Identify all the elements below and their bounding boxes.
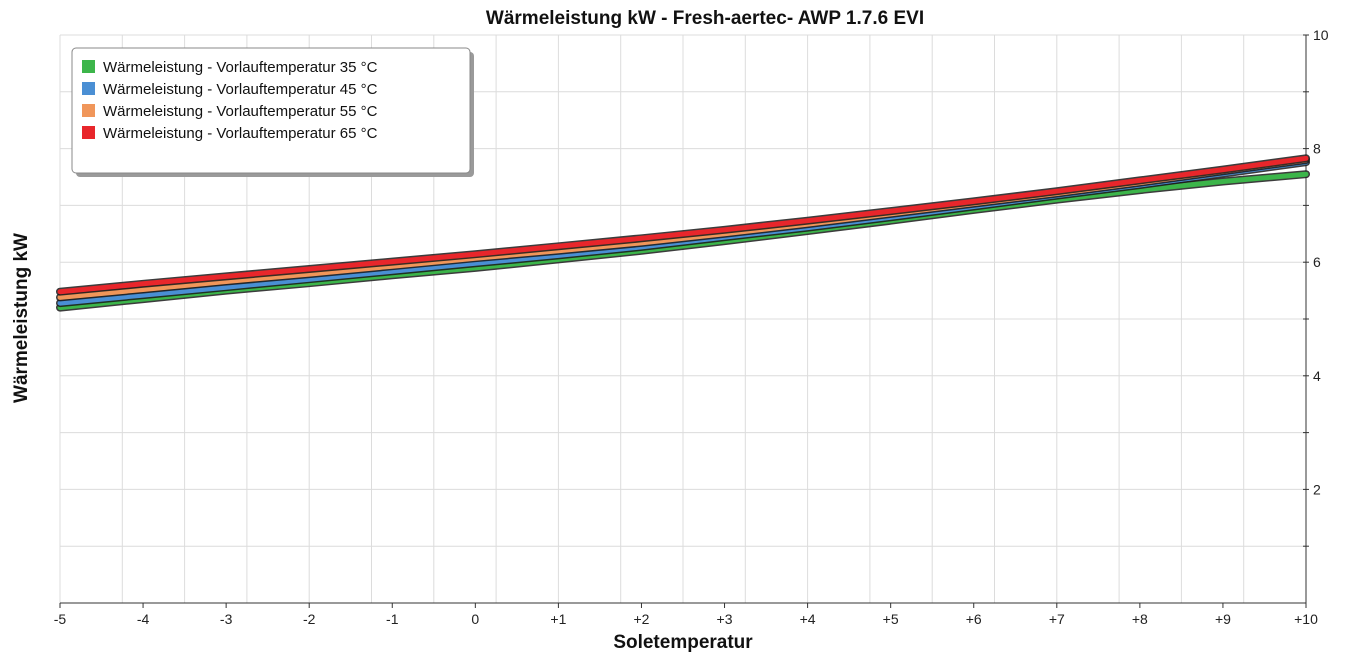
- x-tick-label: +10: [1294, 611, 1318, 627]
- legend-box: [71, 47, 471, 174]
- x-tick-label: +7: [1049, 611, 1065, 627]
- x-tick-label: +5: [883, 611, 899, 627]
- y-tick-label: 10: [1313, 27, 1329, 43]
- y-tick-label: 4: [1313, 368, 1321, 384]
- x-tick-labels: -5 -4 -3 -2 -1 0 +1 +2 +3 +4 +5 +6 +7 +8 +9 +10: [54, 603, 1318, 627]
- y-tick-label: 6: [1313, 254, 1321, 270]
- legend-swatch: [82, 126, 95, 139]
- x-tick-label: -1: [386, 611, 399, 627]
- y-tick-labels: 2 4 6 8 10: [1303, 27, 1329, 547]
- x-tick-label: -2: [303, 611, 316, 627]
- legend-label: Wärmeleistung - Vorlauftemperatur 45 °C: [103, 81, 378, 98]
- series-line-3: [57, 155, 1309, 295]
- legend: Wärmeleistung - Vorlauftemperatur 35 °C W…: [71, 47, 474, 177]
- x-tick-label: -3: [220, 611, 233, 627]
- x-tick-label: 0: [471, 611, 479, 627]
- series-lines: [56, 154, 1310, 312]
- legend-items: Wärmeleistung - Vorlauftemperatur 35 °C W…: [82, 59, 378, 142]
- y-tick-label: 2: [1313, 481, 1321, 497]
- x-tick-label: +3: [717, 611, 733, 627]
- x-tick-label: +8: [1132, 611, 1148, 627]
- x-tick-label: +6: [966, 611, 982, 627]
- x-tick-label: +2: [633, 611, 649, 627]
- legend-label: Wärmeleistung - Vorlauftemperatur 35 °C: [103, 59, 378, 76]
- x-tick-label: -4: [137, 611, 150, 627]
- legend-swatch: [82, 60, 95, 73]
- x-tick-label: +9: [1215, 611, 1231, 627]
- x-tick-label: +1: [550, 611, 566, 627]
- y-tick-label: 8: [1313, 141, 1321, 157]
- y-axis-title: Wärmeleistung kW: [11, 233, 32, 403]
- x-tick-label: +4: [800, 611, 816, 627]
- chart-title: Wärmeleistung kW - Fresh-aertec- AWP 1.7…: [486, 8, 924, 29]
- legend-swatch: [82, 104, 95, 117]
- legend-label: Wärmeleistung - Vorlauftemperatur 55 °C: [103, 103, 378, 120]
- legend-swatch: [82, 82, 95, 95]
- x-axis-title: Soletemperatur: [613, 632, 753, 653]
- x-tick-label: -5: [54, 611, 67, 627]
- legend-label: Wärmeleistung - Vorlauftemperatur 65 °C: [103, 125, 378, 142]
